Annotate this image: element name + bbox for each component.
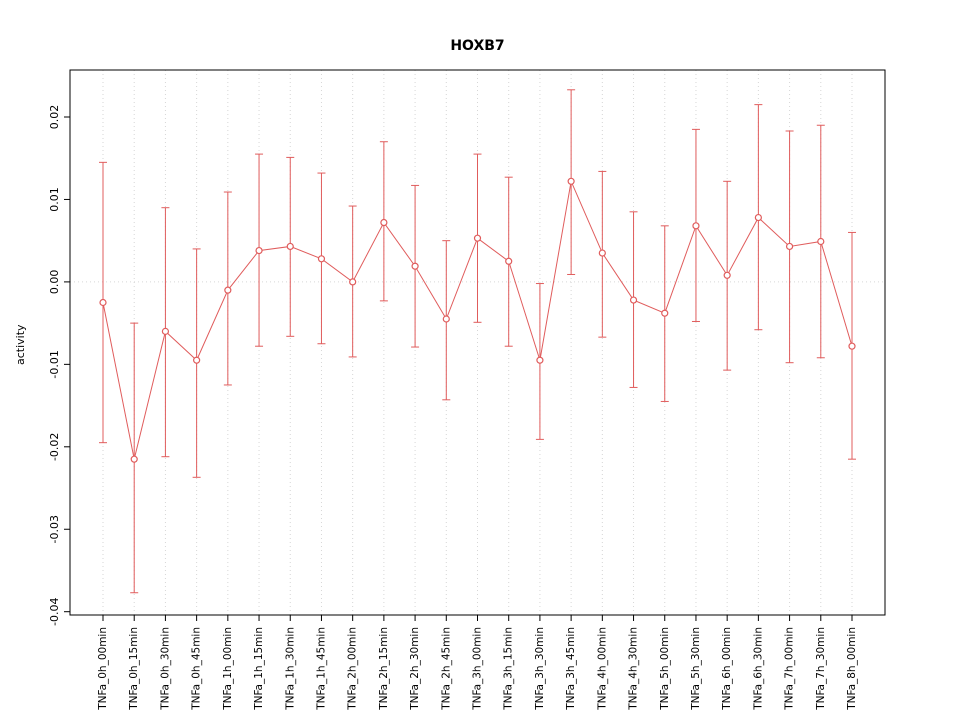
x-axis-tick-label: TNFa_8h_00min (846, 627, 858, 711)
x-axis-tick-label: TNFa_1h_45min (315, 627, 327, 711)
x-axis-tick-label: TNFa_3h_00min (472, 627, 484, 711)
data-point (317, 255, 326, 263)
data-point (286, 242, 294, 251)
x-axis-tick-label: TNFa_4h_00min (596, 627, 608, 711)
x-axis-tick-label: TNFa_3h_15min (503, 627, 515, 711)
data-point (193, 356, 201, 364)
data-point (99, 298, 107, 307)
data-point (598, 249, 606, 257)
y-axis-tick-label: -0.01 (48, 350, 61, 378)
x-axis-tick-label: TNFa_1h_15min (253, 627, 265, 711)
x-axis-tick-label: TNFa_2h_30min (409, 627, 421, 711)
x-axis-tick-label: TNFa_0h_45min (191, 627, 203, 711)
x-axis-tick-label: TNFa_1h_30min (284, 627, 296, 711)
y-axis-tick-label: 0.02 (48, 105, 61, 130)
x-axis-tick-label: TNFa_7h_30min (815, 627, 827, 711)
data-point (442, 315, 450, 323)
x-axis-tick-label: TNFa_0h_15min (128, 627, 140, 711)
data-point (130, 455, 138, 463)
data-point (629, 296, 638, 304)
x-axis-tick-label: TNFa_2h_45min (440, 627, 452, 711)
data-point (505, 257, 513, 265)
data-point (692, 222, 700, 230)
y-axis-tick-label: -0.02 (48, 433, 61, 461)
data-point (848, 342, 856, 350)
x-axis-tick-label: TNFa_0h_00min (97, 627, 109, 711)
x-axis-tick-label: TNFa_7h_00min (784, 627, 796, 711)
y-axis-tick-label: -0.04 (48, 597, 61, 625)
y-axis-tick-label: 0.00 (48, 270, 61, 295)
chart-title: HOXB7 (450, 38, 505, 54)
data-point (473, 234, 482, 242)
data-point (349, 278, 357, 286)
x-axis-tick-label: TNFa_4h_30min (628, 627, 640, 711)
data-point (754, 213, 762, 222)
x-axis-tick-label: TNFa_5h_30min (690, 627, 702, 711)
x-axis-tick-label: TNFa_6h_00min (721, 627, 733, 711)
data-point (817, 237, 825, 246)
y-axis-tick-label: -0.03 (48, 515, 61, 543)
x-axis-tick-label: TNFa_6h_30min (752, 627, 764, 711)
x-axis-tick-label: TNFa_1h_00min (222, 627, 234, 711)
data-point (161, 327, 170, 335)
x-axis-tick-label: TNFa_2h_00min (347, 627, 359, 711)
data-point (411, 262, 419, 270)
x-axis-tick-label: TNFa_3h_30min (534, 627, 546, 711)
data-point (661, 309, 669, 317)
x-axis-tick-label: TNFa_5h_00min (659, 627, 671, 711)
data-point (255, 246, 263, 255)
data-point (380, 218, 388, 227)
data-point (785, 242, 794, 251)
x-axis-tick-label: TNFa_0h_30min (159, 627, 171, 711)
y-axis-tick-label: 0.01 (48, 187, 61, 212)
x-axis-tick-label: TNFa_2h_15min (378, 627, 390, 711)
data-point (224, 286, 232, 294)
data-point (723, 271, 731, 279)
data-point (536, 356, 544, 364)
data-point (567, 177, 575, 185)
x-axis-tick-label: TNFa_3h_45min (565, 627, 577, 711)
